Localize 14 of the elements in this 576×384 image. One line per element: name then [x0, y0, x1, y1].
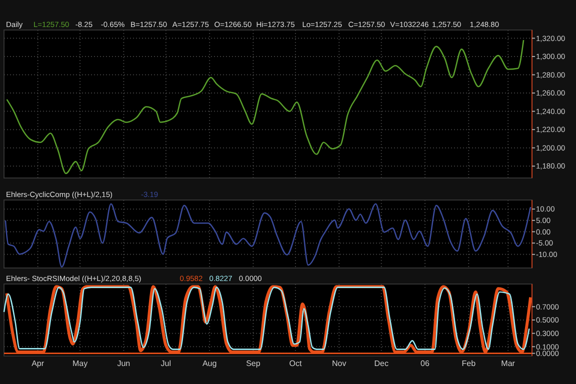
x-tick-label: Sep: [246, 359, 261, 368]
x-tick-label: Nov: [332, 359, 346, 368]
x-tick-label: May: [72, 359, 88, 368]
x-tick-label: Mar: [501, 359, 516, 368]
x-tick-label: Dec: [374, 359, 388, 368]
x-tick-label: Aug: [202, 359, 217, 368]
x-tick-label: Jun: [117, 359, 130, 368]
line-series: [4, 203, 532, 268]
x-tick-label: Feb: [462, 359, 476, 368]
x-tick-label: Apr: [32, 359, 44, 368]
x-tick-label: Jul: [160, 359, 172, 368]
line-series: [6, 39, 524, 174]
x-tick-label: Oct: [289, 359, 302, 368]
x-tick-label: 06: [420, 359, 430, 368]
